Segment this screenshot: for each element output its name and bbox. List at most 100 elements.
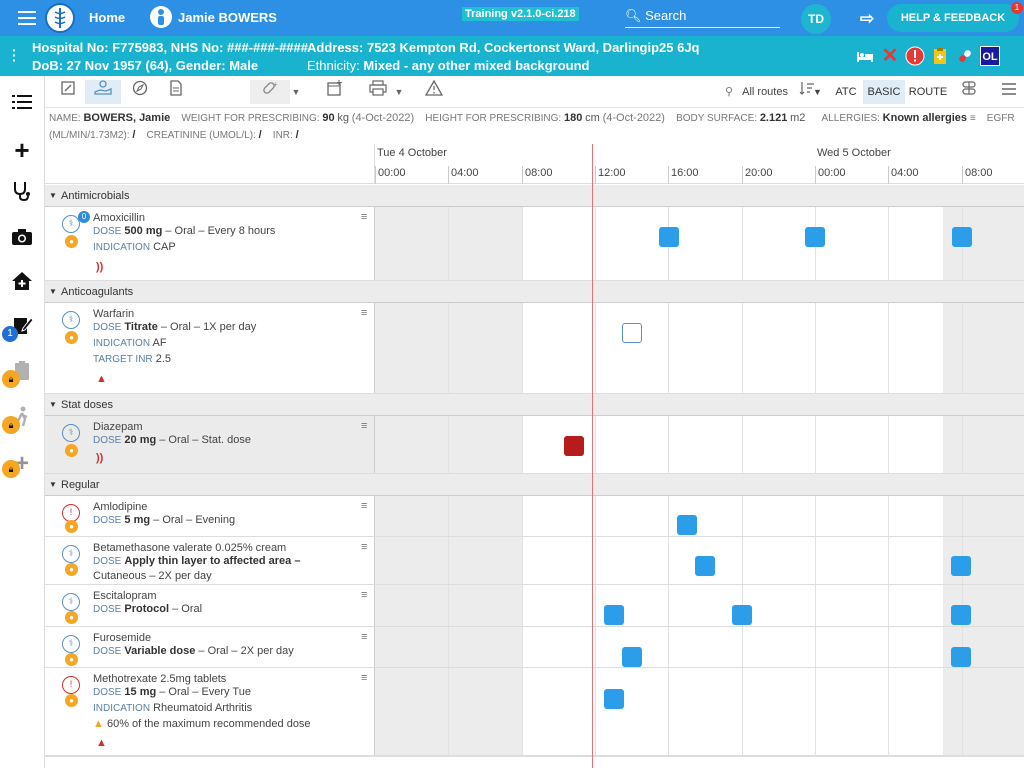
home-medical-icon[interactable] [8, 270, 36, 298]
row-menu-icon[interactable]: ≡ [361, 541, 368, 553]
row-menu-icon[interactable]: ≡ [361, 672, 368, 684]
dose-event[interactable] [805, 227, 825, 247]
patient-name[interactable]: Jamie BOWERS [178, 10, 277, 25]
document-icon[interactable] [161, 80, 191, 104]
target-inr-label: TARGET INR [93, 354, 153, 365]
dose-event[interactable] [659, 227, 679, 247]
night-shade [943, 416, 1024, 473]
hand-pill-icon[interactable] [85, 80, 121, 104]
section-stat-doses[interactable]: ▼ Stat doses [45, 394, 1024, 416]
home-link[interactable]: Home [89, 10, 126, 25]
collapse-icon[interactable]: ▼ [49, 400, 57, 409]
dose-event-pending[interactable] [622, 323, 642, 343]
logout-icon[interactable]: ⇨ [860, 9, 875, 28]
dose-event[interactable] [677, 515, 697, 535]
chevron-down-icon[interactable]: ▼ [291, 87, 301, 97]
collapse-icon[interactable]: ▼ [49, 287, 57, 296]
grid-line [888, 668, 889, 755]
dose-event[interactable] [951, 556, 971, 576]
med-details[interactable]: ⚕ 0 ● Amoxicillin DOSE 500 mg – Oral – E… [45, 207, 375, 280]
warning-red-icon[interactable]: ▲ [96, 373, 107, 385]
dose-label: DOSE [93, 435, 122, 446]
grid-line [595, 627, 596, 667]
app-logo [45, 3, 75, 33]
med-row-escitalopram[interactable]: ⚕ ● Escitalopram DOSE Protocol – Oral ≡ [45, 585, 1024, 627]
alert-icon[interactable] [905, 46, 925, 66]
view-atc-button[interactable]: ATC [835, 86, 857, 98]
help-feedback-button[interactable]: HELP & FEEDBACK [887, 4, 1019, 32]
med-row-warfarin[interactable]: ⚕ ● Warfarin DOSE Titrate – Oral – 1X pe… [45, 303, 1024, 394]
stethoscope-icon[interactable] [8, 180, 36, 208]
menu-icon[interactable] [18, 11, 36, 25]
camera-icon[interactable] [8, 226, 36, 254]
med-row-methotrexate[interactable]: ! ● Methotrexate 2.5mg tablets DOSE 15 m… [45, 668, 1024, 756]
row-menu-icon[interactable]: ≡ [361, 631, 368, 643]
view-route-button[interactable]: ROUTE [908, 86, 948, 98]
row-menu-icon[interactable]: ≡ [361, 307, 368, 319]
time-tick: 00:00 [375, 166, 406, 184]
section-anticoagulants[interactable]: ▼ Anticoagulants [45, 281, 1024, 303]
chart-view-icon[interactable] [53, 80, 83, 104]
cross-icon[interactable]: ✕ [881, 45, 899, 67]
row-menu-icon[interactable]: ≡ [361, 211, 368, 223]
routes-dropdown[interactable]: ⚲ All routes ▼ [725, 80, 822, 104]
add-icon[interactable]: + [14, 135, 30, 165]
grid-line [448, 496, 449, 536]
add-medication-icon[interactable]: + [250, 80, 290, 104]
med-details[interactable]: ⚕ ● Warfarin DOSE Titrate – Oral – 1X pe… [45, 303, 375, 393]
med-details[interactable]: ⚕ ● Furosemide DOSE Variable dose – Oral… [45, 627, 375, 667]
section-antimicrobials[interactable]: ▼ Antimicrobials [45, 185, 1024, 207]
dose-event[interactable] [951, 647, 971, 667]
med-row-betamethasone[interactable]: ⚕ ● Betamethasone valerate 0.025% cream … [45, 537, 1024, 585]
dose-event[interactable] [732, 605, 752, 625]
section-regular[interactable]: ▼ Regular [45, 474, 1024, 496]
dose-event-stat[interactable] [564, 436, 584, 456]
dose-value: Titrate [124, 321, 158, 333]
row-menu-icon[interactable]: ≡ [361, 589, 368, 601]
med-row-amlodipine[interactable]: ! ● Amlodipine DOSE 5 mg – Oral – Evenin… [45, 496, 1024, 537]
chevron-down-icon[interactable]: ▼ [394, 87, 404, 97]
view-basic-button[interactable]: BASIC [863, 80, 905, 104]
grid-line [815, 585, 816, 626]
pill-icon[interactable] [955, 46, 975, 66]
compass-icon[interactable] [125, 80, 155, 104]
dose-event[interactable] [604, 689, 624, 709]
row-menu-icon[interactable]: ≡ [361, 420, 368, 432]
allergies-menu-icon[interactable]: ≡ [969, 113, 976, 124]
med-row-amoxicillin[interactable]: ⚕ 0 ● Amoxicillin DOSE 500 mg – Oral – E… [45, 207, 1024, 281]
print-icon[interactable] [363, 80, 393, 104]
more-vertical-icon[interactable]: · · · [12, 42, 17, 68]
allergies-value[interactable]: Known allergies [882, 112, 968, 124]
calendar-add-icon[interactable] [321, 80, 349, 104]
warning-red-icon[interactable]: ▲ [96, 737, 107, 749]
ol-badge[interactable]: OL [980, 46, 1000, 66]
dose-event[interactable] [952, 227, 972, 247]
med-details[interactable]: ⚕ ● Betamethasone valerate 0.025% cream … [45, 537, 375, 584]
grid-line [815, 537, 816, 584]
dose-value: 20 mg [124, 434, 157, 446]
search-field[interactable]: 🔍︎ Search [625, 4, 780, 28]
warning-icon[interactable] [421, 79, 447, 104]
list-icon[interactable] [8, 90, 36, 118]
med-details[interactable]: ⚕ ● Diazepam DOSE 20 mg – Oral – Stat. d… [45, 416, 375, 473]
med-details[interactable]: ⚕ ● Escitalopram DOSE Protocol – Oral ≡ [45, 585, 375, 626]
user-avatar[interactable]: TD [801, 4, 831, 34]
collapse-icon[interactable]: ▼ [49, 480, 57, 489]
routes-label: All routes [742, 86, 788, 98]
dose-event[interactable] [622, 647, 642, 667]
dose-event[interactable] [695, 556, 715, 576]
more-menu-icon[interactable] [997, 80, 1021, 104]
collapse-icon[interactable]: ▼ [49, 191, 57, 200]
clipboard-icon[interactable] [930, 46, 950, 66]
med-row-diazepam[interactable]: ⚕ ● Diazepam DOSE 20 mg – Oral – Stat. d… [45, 416, 1024, 474]
dose-event[interactable] [604, 605, 624, 625]
grid-line [448, 585, 449, 626]
sort-icon[interactable] [797, 80, 817, 104]
row-menu-icon[interactable]: ≡ [361, 500, 368, 512]
med-row-furosemide[interactable]: ⚕ ● Furosemide DOSE Variable dose – Oral… [45, 627, 1024, 668]
med-details[interactable]: ! ● Methotrexate 2.5mg tablets DOSE 15 m… [45, 668, 375, 755]
med-details[interactable]: ! ● Amlodipine DOSE 5 mg – Oral – Evenin… [45, 496, 375, 536]
dose-event[interactable] [951, 605, 971, 625]
bed-icon[interactable] [855, 46, 875, 66]
group-icon[interactable] [957, 80, 981, 104]
